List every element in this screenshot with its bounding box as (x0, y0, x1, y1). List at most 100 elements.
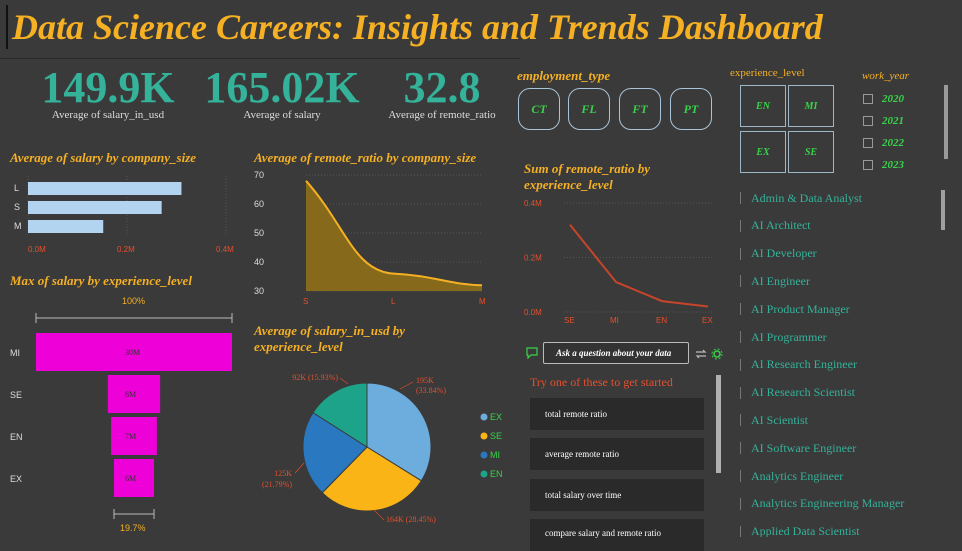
work-year-2022[interactable]: 2022 (863, 134, 904, 152)
job-title-item[interactable]: Analytics Engineer (740, 468, 843, 484)
data-label: 92K (15.93%) (292, 373, 338, 382)
tick-label: 60 (254, 199, 264, 209)
bottom-percent-label: 19.7% (120, 523, 146, 533)
data-label: 7M (125, 432, 136, 441)
tick-label: 0.2M (524, 254, 542, 263)
data-label: 6M (125, 474, 136, 483)
qa-suggestion[interactable]: average remote ratio (530, 438, 704, 470)
qa-suggestion[interactable]: total salary over time (530, 479, 704, 511)
tick-label: EN (656, 316, 667, 325)
qa-suggestion[interactable]: compare salary and remote ratio (530, 519, 704, 551)
job-title-item[interactable]: AI Software Engineer (740, 440, 856, 456)
funnel-bar (114, 459, 154, 497)
job-title-marker (740, 275, 741, 288)
job-title-label: AI Architect (751, 218, 811, 233)
job-title-scrollbar[interactable] (941, 190, 945, 230)
tick-label: EX (702, 316, 713, 325)
category-label: SE (10, 390, 22, 400)
tick-label: S (303, 297, 308, 306)
experience-level-se[interactable]: SE (788, 131, 834, 173)
experience-level-en[interactable]: EN (740, 85, 786, 127)
tick-label: 30 (254, 286, 264, 296)
checkbox[interactable] (863, 94, 873, 105)
chart-max-salary-experience: 100% MI 30M SE 8M EN 7M EX 6M 19.7% (10, 296, 233, 533)
job-title-slicer: Admin & Data Analyst AI Architect AI Devel… (740, 190, 940, 537)
chart-remote-company-size: 70 60 50 40 30 S L M (254, 170, 486, 306)
tick-label: 40 (254, 257, 264, 267)
qa-placeholder: Ask a question about your data (556, 348, 672, 358)
chart-pie-salary-experience: 195K(33.84%) 164K (28.45%) 125K (21.79%) 92K… (262, 373, 503, 524)
qa-prompt: Try one of these to get started (530, 375, 673, 389)
experience-level-ex[interactable]: EX (740, 131, 786, 173)
job-title-label: AI Product Manager (751, 301, 850, 316)
tick-label: 0.2M (117, 245, 135, 254)
qa-settings-icon[interactable] (711, 347, 723, 365)
kpi-value: 149.9K (41, 63, 175, 112)
category-label: M (14, 221, 22, 231)
qa-swap-icon[interactable] (695, 347, 707, 365)
legend-swatch (480, 413, 488, 421)
job-title-marker (740, 331, 741, 343)
year-label: 2020 (882, 93, 904, 106)
job-title-marker (740, 219, 741, 232)
job-title-label: AI Research Engineer (751, 357, 857, 372)
job-title-item[interactable]: Applied Data Scientist (740, 524, 860, 537)
job-title-label: Admin & Data Analyst (751, 190, 862, 205)
checkbox[interactable] (863, 160, 873, 171)
year-label: 2022 (882, 137, 904, 150)
checkbox[interactable] (863, 138, 873, 149)
work-year-2021[interactable]: 2021 (863, 112, 904, 130)
employment-type-pt[interactable]: PT (670, 88, 712, 130)
job-title-item[interactable]: AI Engineer (740, 273, 810, 289)
tick-label: L (391, 297, 396, 306)
leader-line (339, 377, 349, 385)
chart-title: Average of salary_in_usd by experience_l… (254, 323, 406, 354)
chart-salary-company-size: LSM 0.0M 0.2M 0.4M (14, 176, 234, 254)
job-title-item[interactable]: AI Product Manager (740, 301, 850, 317)
employment-type-ft[interactable]: FT (619, 88, 661, 130)
chart-title: Average of salary by company_size (10, 150, 197, 165)
job-title-label: AI Programmer (751, 329, 827, 344)
job-title-item[interactable]: AI Scientist (740, 412, 808, 428)
qa-suggestion[interactable]: total remote ratio (530, 398, 704, 430)
qa-scrollbar[interactable] (716, 375, 721, 473)
job-title-marker (740, 358, 741, 371)
work-year-2020[interactable]: 2020 (863, 90, 904, 108)
kpi-label: Average of salary_in_usd (51, 109, 165, 121)
category-label: S (14, 202, 20, 212)
work-year-2023[interactable]: 2023 (863, 156, 904, 174)
category-label: L (14, 183, 19, 193)
job-title-item[interactable]: Admin & Data Analyst (740, 190, 862, 206)
qa-chat-icon (526, 347, 538, 363)
experience-level-label: experience_level (730, 67, 805, 79)
pie-slice (366, 382, 432, 482)
tick-label: 0.4M (216, 245, 234, 254)
checkbox[interactable] (863, 116, 873, 127)
job-title-item[interactable]: AI Developer (740, 246, 817, 262)
job-title-marker (740, 247, 741, 260)
legend-swatch (480, 470, 488, 478)
kpi-value: 165.02K (204, 63, 360, 112)
chart-remote-experience: 0.4M 0.2M 0.0M SE MI EN EX (524, 199, 713, 325)
employment-type-ct[interactable]: CT (518, 88, 560, 130)
data-label: 164K (28.45%) (386, 515, 436, 524)
tick-label: 70 (254, 170, 264, 180)
funnel-bar (111, 417, 157, 455)
job-title-item[interactable]: Analytics Engineering Manager (740, 496, 904, 512)
leader-line (373, 509, 385, 521)
leader-line (399, 381, 414, 390)
data-label: (33.84%) (416, 386, 446, 395)
data-label: 125K (274, 469, 292, 478)
kpi-salary: 165.02K Average of salary (196, 62, 368, 121)
job-title-item[interactable]: AI Research Scientist (740, 385, 855, 401)
employment-type-fl[interactable]: FL (568, 88, 610, 130)
kpi-label: Average of salary (243, 109, 321, 121)
data-label: 8M (125, 390, 136, 399)
category-label: MI (10, 348, 20, 358)
work-year-scrollbar[interactable] (944, 85, 948, 159)
experience-level-mi[interactable]: MI (788, 85, 834, 127)
job-title-item[interactable]: AI Research Engineer (740, 357, 857, 373)
job-title-item[interactable]: AI Programmer (740, 329, 827, 345)
qa-input[interactable]: Ask a question about your data (543, 342, 689, 364)
job-title-item[interactable]: AI Architect (740, 218, 811, 234)
